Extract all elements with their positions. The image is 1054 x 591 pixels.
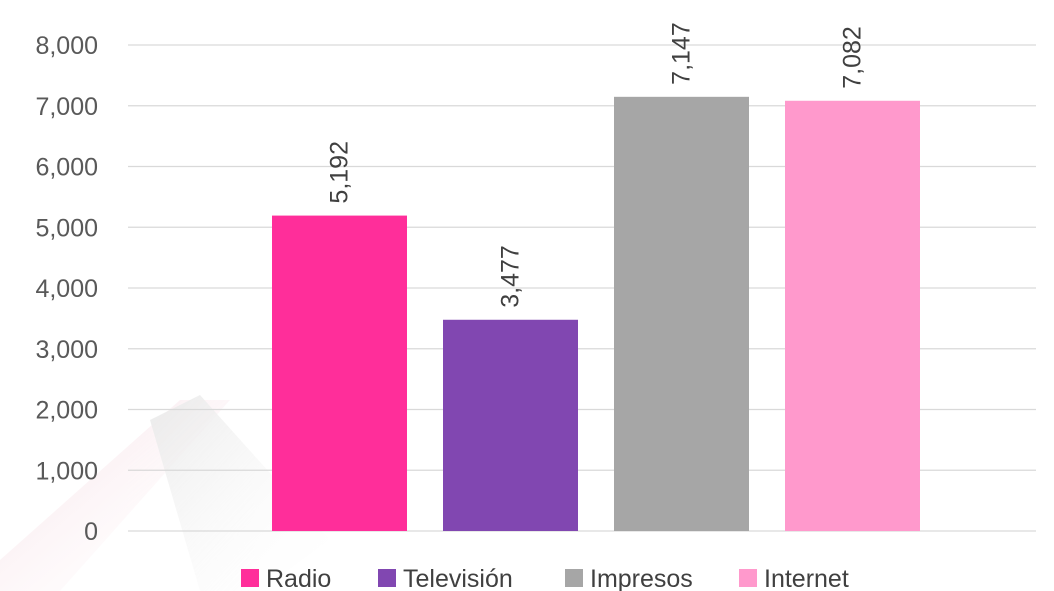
y-tick-label: 6,000 — [35, 154, 98, 182]
y-tick-label: 5,000 — [35, 214, 98, 242]
legend-label: Radio — [266, 565, 331, 591]
watermark-logo — [0, 395, 330, 591]
data-labels: 5,192 3,477 7,147 7,082 — [326, 22, 867, 308]
y-tick-label: 1,000 — [35, 457, 98, 485]
bars — [272, 96, 920, 532]
y-tick-label: 4,000 — [35, 275, 98, 303]
legend-label: Televisión — [403, 565, 513, 591]
legend: Radio Televisión Impresos Internet — [241, 565, 849, 591]
legend-swatch — [565, 569, 583, 587]
bar-impresos — [614, 96, 749, 531]
y-tick-label: 7,000 — [35, 93, 98, 121]
bar-radio — [272, 215, 407, 531]
data-label: 5,192 — [326, 141, 354, 204]
data-label: 7,082 — [839, 26, 867, 89]
legend-swatch — [241, 569, 259, 587]
legend-swatch — [739, 569, 757, 587]
y-tick-label: 0 — [84, 518, 98, 546]
legend-swatch — [378, 569, 396, 587]
y-axis-ticks: 0 1,000 2,000 3,000 4,000 5,000 6,000 7,000 8,00… — [35, 32, 98, 546]
y-tick-label: 8,000 — [35, 32, 98, 60]
bar-internet — [785, 100, 920, 532]
bar-television — [443, 319, 578, 531]
data-label: 3,477 — [497, 245, 525, 308]
y-tick-label: 2,000 — [35, 397, 98, 425]
legend-label: Impresos — [590, 565, 693, 591]
data-label: 7,147 — [668, 22, 696, 85]
y-tick-label: 3,000 — [35, 336, 98, 364]
legend-label: Internet — [764, 565, 849, 591]
